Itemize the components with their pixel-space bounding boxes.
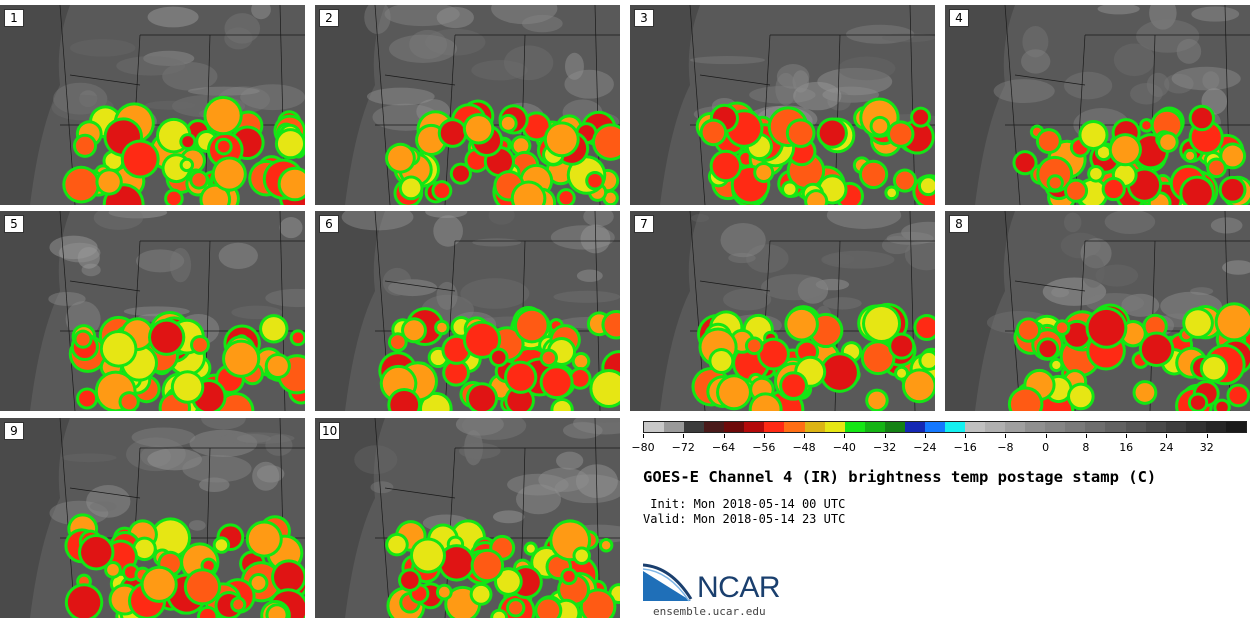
panel-number-label: 1 bbox=[4, 9, 24, 27]
colorbar-tick bbox=[884, 434, 886, 438]
colorbar-tick-label: 32 bbox=[1199, 441, 1214, 454]
ir-image bbox=[0, 211, 305, 411]
satellite-panel: 7 bbox=[630, 211, 935, 411]
satellite-panel: 1 bbox=[0, 5, 305, 205]
satellite-panel: 9 bbox=[0, 418, 305, 618]
colorbar-tick-label: −32 bbox=[872, 441, 897, 454]
satellite-panel: 3 bbox=[630, 5, 935, 205]
colorbar-tick bbox=[1126, 434, 1128, 438]
colorbar-swatch bbox=[1045, 422, 1066, 432]
colorbar-swatch bbox=[924, 422, 945, 432]
colorbar-swatch bbox=[784, 422, 805, 432]
colorbar-tick-label: −16 bbox=[953, 441, 977, 454]
colorbar-tick-label: −80 bbox=[631, 441, 655, 454]
ncar-logo-icon bbox=[643, 563, 693, 602]
colorbar-tick bbox=[1045, 434, 1047, 438]
valid-time: Valid: Mon 2018-05-14 23 UTC bbox=[643, 512, 846, 526]
colorbar-tick bbox=[924, 434, 926, 438]
colorbar-swatch bbox=[844, 422, 865, 432]
panel-number-label: 5 bbox=[4, 215, 24, 233]
colorbar-tick-label: −56 bbox=[752, 441, 776, 454]
colorbar-swatch bbox=[1205, 422, 1226, 432]
colorbar-tick-label: 0 bbox=[1042, 441, 1050, 454]
panel-number-label: 2 bbox=[319, 9, 339, 27]
colorbar-swatch bbox=[1025, 422, 1046, 432]
panel-number-label: 7 bbox=[634, 215, 654, 233]
colorbar-swatch bbox=[704, 422, 725, 432]
colorbar-tick-label: 24 bbox=[1159, 441, 1174, 454]
colorbar-swatch bbox=[904, 422, 925, 432]
satellite-panel: 2 bbox=[315, 5, 620, 205]
panel-number-label: 9 bbox=[4, 422, 24, 440]
ir-image bbox=[945, 211, 1250, 411]
ensemble-url[interactable]: ensemble.ucar.edu bbox=[653, 605, 766, 618]
ir-image bbox=[630, 5, 935, 205]
colorbar-swatch bbox=[724, 422, 745, 432]
satellite-panel: 8 bbox=[945, 211, 1250, 411]
colorbar-swatch bbox=[764, 422, 785, 432]
panel-number-label: 8 bbox=[949, 215, 969, 233]
colorbar-tick-label: −48 bbox=[792, 441, 816, 454]
colorbar-swatch bbox=[664, 422, 685, 432]
colorbar-swatch bbox=[1085, 422, 1106, 432]
colorbar-swatch bbox=[944, 422, 965, 432]
colorbar-tick bbox=[844, 434, 846, 438]
colorbar-swatch bbox=[804, 422, 825, 432]
colorbar-swatch bbox=[1065, 422, 1086, 432]
init-time: Init: Mon 2018-05-14 00 UTC bbox=[643, 497, 846, 511]
ir-image bbox=[315, 418, 620, 618]
satellite-panel: 10 bbox=[315, 418, 620, 618]
ncar-logo-text: NCAR bbox=[697, 571, 781, 604]
colorbar-swatch bbox=[965, 422, 986, 432]
ir-image bbox=[630, 211, 935, 411]
ir-image bbox=[0, 418, 305, 618]
colorbar-tick-label: 8 bbox=[1082, 441, 1090, 454]
colorbar-ticks: −80 −72 −64 −56 −48 −40 −32 −24 −16 −8 0 8 16 24 32 bbox=[631, 434, 1247, 456]
colorbar-tick-label: −64 bbox=[711, 441, 736, 454]
colorbar-tick bbox=[1206, 434, 1208, 438]
colorbar-swatch bbox=[864, 422, 885, 432]
colorbar-swatch bbox=[1225, 422, 1246, 432]
colorbar-tick-label: −24 bbox=[913, 441, 937, 454]
colorbar-swatch bbox=[985, 422, 1006, 432]
colorbar-swatch bbox=[684, 422, 705, 432]
colorbar bbox=[643, 421, 1247, 433]
colorbar-tick bbox=[763, 434, 765, 438]
colorbar-swatch bbox=[1105, 422, 1126, 432]
ir-image bbox=[945, 5, 1250, 205]
colorbar-swatch bbox=[1185, 422, 1206, 432]
colorbar-swatch bbox=[1005, 422, 1026, 432]
colorbar-tick bbox=[723, 434, 725, 438]
satellite-panel: 5 bbox=[0, 211, 305, 411]
figure-title: GOES-E Channel 4 (IR) brightness temp po… bbox=[643, 468, 1157, 486]
colorbar-swatch bbox=[1125, 422, 1146, 432]
colorbar-tick-label: −8 bbox=[997, 441, 1014, 454]
colorbar-tick-label: −40 bbox=[832, 441, 856, 454]
colorbar-tick bbox=[643, 434, 644, 438]
colorbar-swatch bbox=[884, 422, 905, 432]
colorbar-tick bbox=[683, 434, 685, 438]
colorbar-tick bbox=[1085, 434, 1087, 438]
ir-image bbox=[315, 5, 620, 205]
satellite-panel: 4 bbox=[945, 5, 1250, 205]
colorbar-swatch bbox=[824, 422, 845, 432]
colorbar-swatch bbox=[1165, 422, 1186, 432]
ir-image bbox=[0, 5, 305, 205]
colorbar-tick bbox=[804, 434, 806, 438]
colorbar-tick-label: 16 bbox=[1119, 441, 1134, 454]
colorbar-tick bbox=[1166, 434, 1168, 438]
colorbar-swatch bbox=[744, 422, 765, 432]
colorbar-tick bbox=[1005, 434, 1007, 438]
colorbar-swatch bbox=[644, 422, 665, 432]
satellite-panel: 6 bbox=[315, 211, 620, 411]
colorbar-tick-label: −72 bbox=[671, 441, 695, 454]
panel-number-label: 3 bbox=[634, 9, 654, 27]
colorbar-swatch bbox=[1145, 422, 1166, 432]
panel-number-label: 4 bbox=[949, 9, 969, 27]
colorbar-tick bbox=[965, 434, 967, 438]
ir-image bbox=[315, 211, 620, 411]
panel-number-label: 6 bbox=[319, 215, 339, 233]
panel-number-label: 10 bbox=[319, 422, 341, 440]
